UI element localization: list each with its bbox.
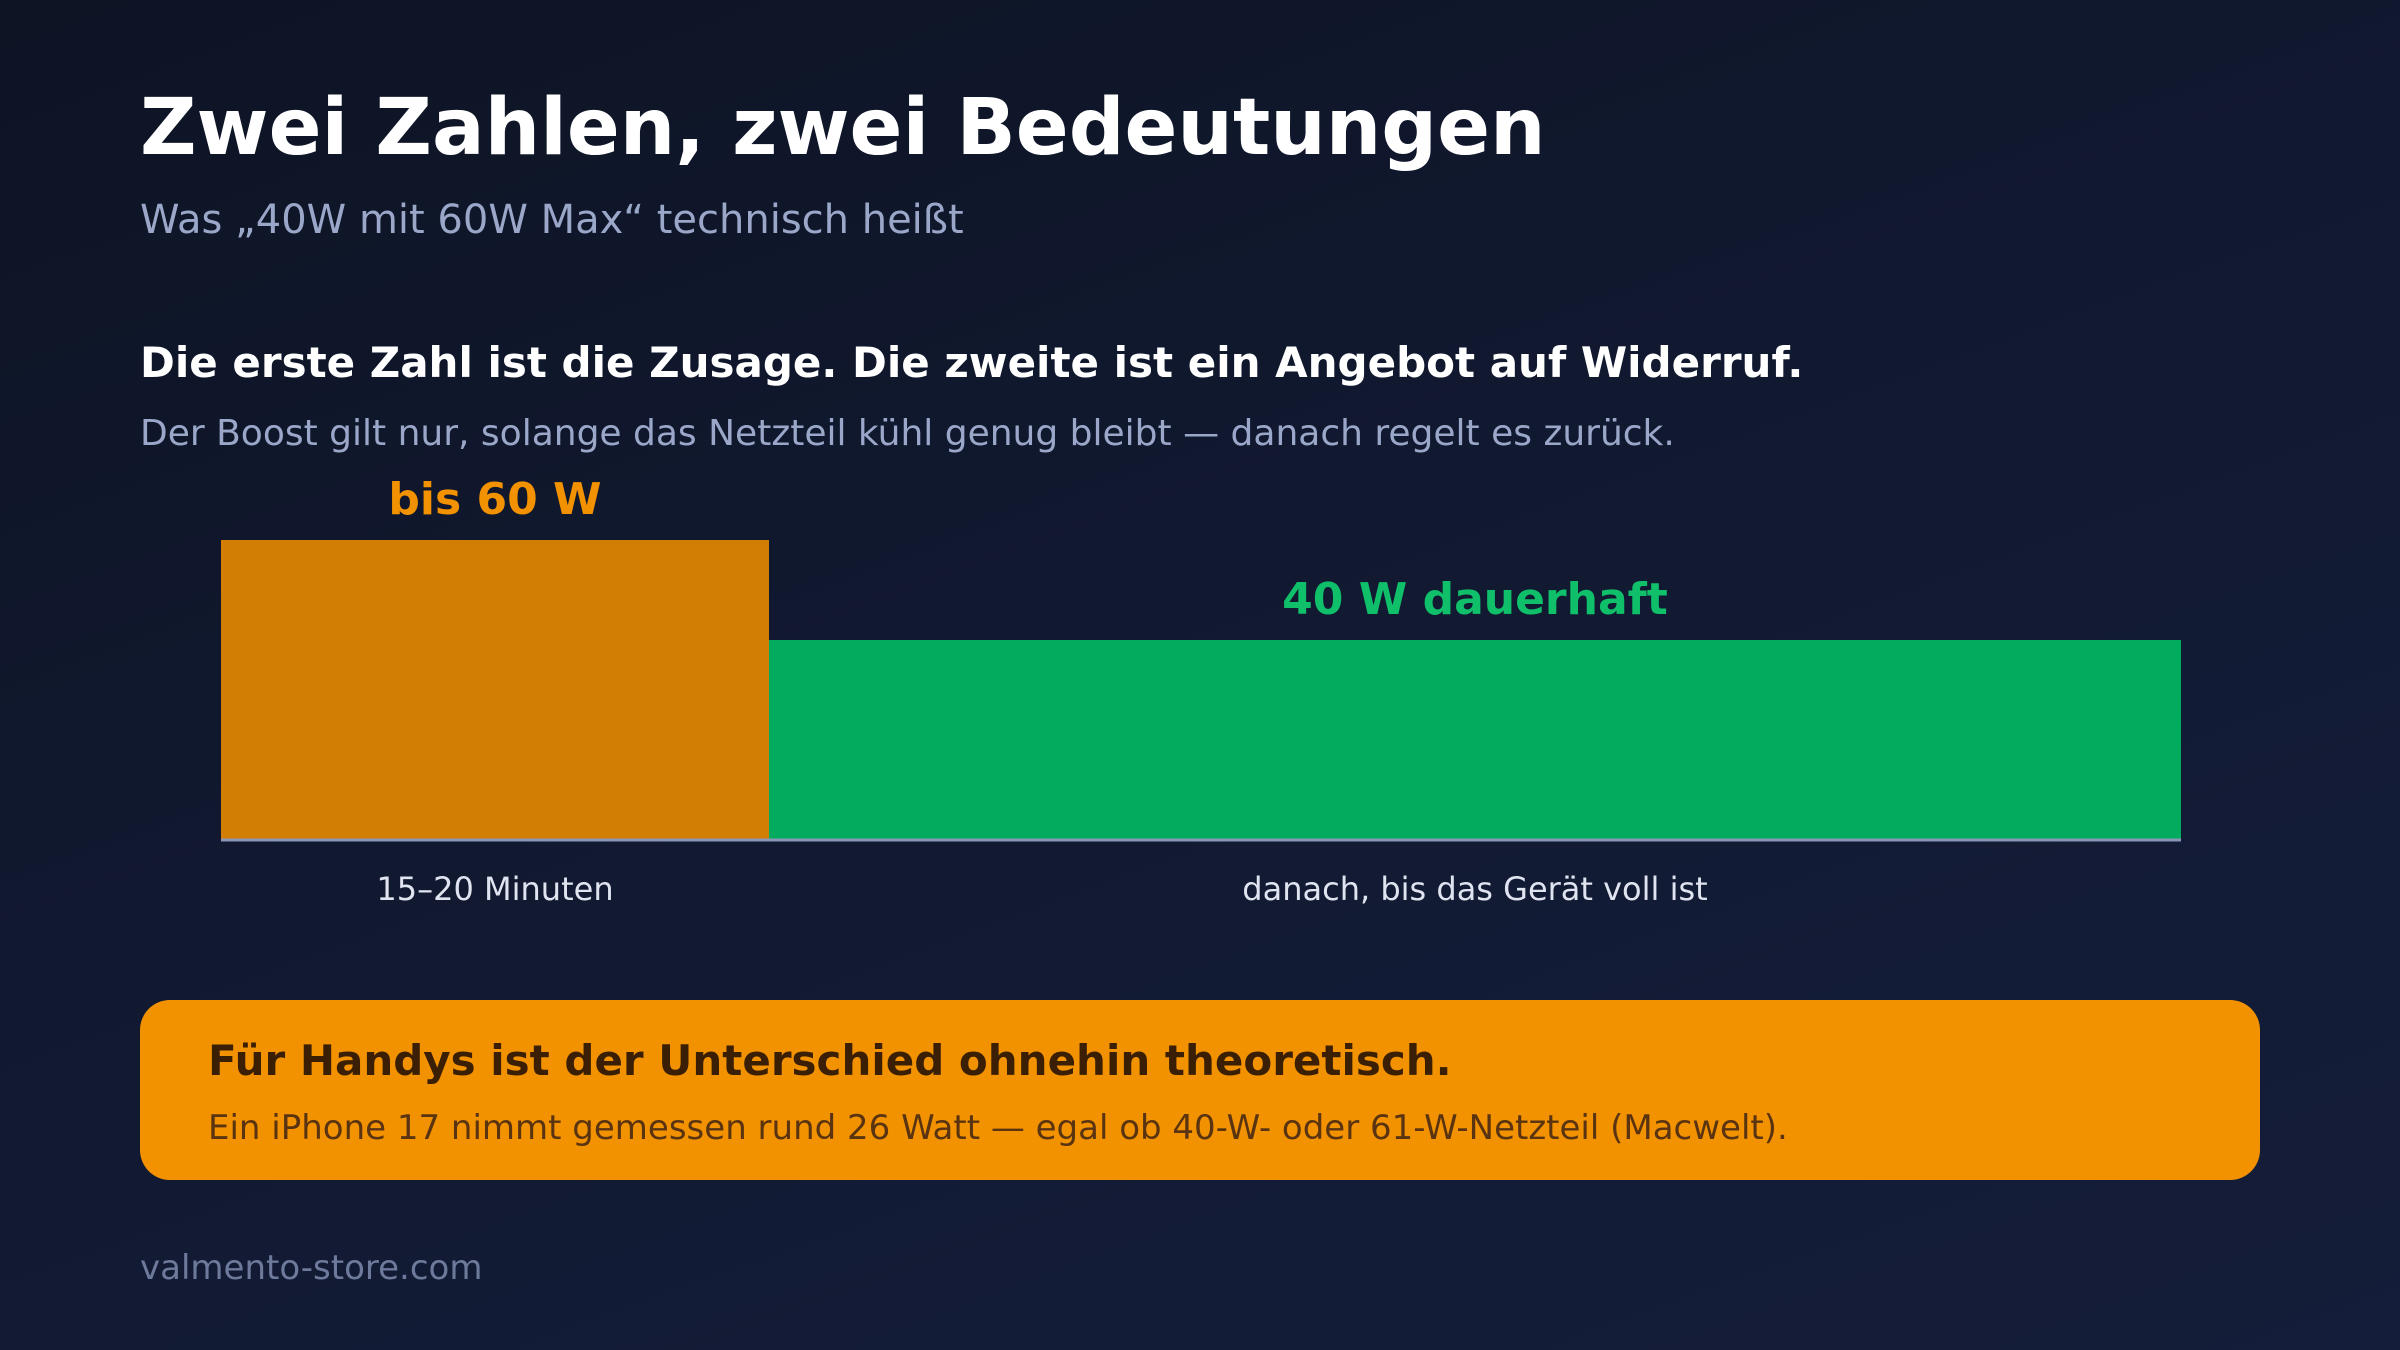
power-phase-chart: bis 60 W 15–20 Minuten 40 W dauerhaft danac… — [221, 474, 2181, 908]
callout-box: Für Handys ist der Unterschied ohnehin t… — [140, 1000, 2260, 1180]
intro-text: Der Boost gilt nur, solange das Netzteil… — [140, 413, 1675, 454]
page-subtitle: Was „40W mit 60W Max“ technisch heißt — [140, 197, 964, 243]
page-title: Zwei Zahlen, zwei Bedeutungen — [140, 83, 1546, 173]
footer-source: valmento-store.com — [140, 1248, 483, 1288]
callout-text: Ein iPhone 17 nimmt gemessen rund 26 Wat… — [208, 1108, 1788, 1148]
chart-bar-1 — [221, 540, 769, 840]
intro-headline: Die erste Zahl ist die Zusage. Die zweit… — [140, 338, 1804, 387]
chart-category-label-2: danach, bis das Gerät voll ist — [1242, 870, 1707, 908]
chart-data-label-1: bis 60 W — [388, 474, 601, 525]
chart-bar-2 — [769, 640, 2181, 840]
chart-category-label-1: 15–20 Minuten — [376, 870, 613, 908]
chart-data-label-2: 40 W dauerhaft — [1282, 574, 1668, 625]
callout-title: Für Handys ist der Unterschied ohnehin t… — [208, 1036, 1452, 1085]
